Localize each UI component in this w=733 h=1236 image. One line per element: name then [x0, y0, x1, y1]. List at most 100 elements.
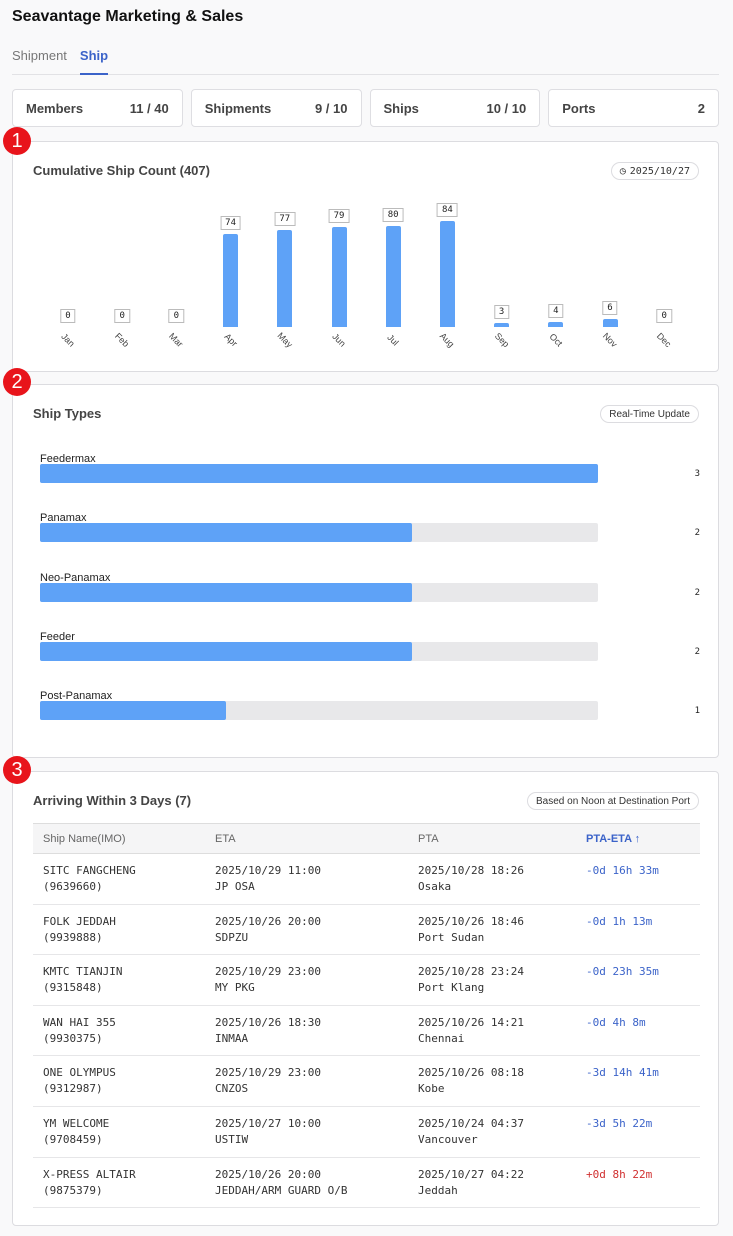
eta-cell: 2025/10/26 18:30 INMAA: [205, 1005, 408, 1057]
month-tick-label: Jul: [385, 332, 401, 348]
bar[interactable]: [385, 226, 401, 327]
eta-port: SDPZU: [215, 930, 249, 944]
table-row[interactable]: X-PRESS ALTAIR (9875379) 2025/10/26 20:00 J…: [33, 1157, 700, 1209]
pta-port: Kobe: [418, 1082, 445, 1096]
ship-type-row: Feeder 2: [40, 631, 700, 661]
bar-track: [40, 464, 598, 483]
ship-name: ONE OLYMPUS: [43, 1066, 116, 1080]
month-tick-label: Feb: [113, 330, 132, 350]
card-title: Ship Types: [33, 406, 102, 421]
month-tick-label: May: [275, 330, 295, 350]
tab-shipment[interactable]: Shipment: [12, 48, 67, 63]
bar[interactable]: [40, 701, 226, 721]
ship-cell: YM WELCOME (9708459): [33, 1106, 205, 1158]
eta-time: 2025/10/29 23:00: [215, 1066, 321, 1080]
ship-cell: WAN HAI 355 (9930375): [33, 1005, 205, 1057]
stat-value: 11 / 40: [129, 100, 169, 116]
stat-ports[interactable]: Ports 2: [548, 89, 719, 127]
bar[interactable]: [331, 227, 347, 327]
col-eta[interactable]: ETA: [205, 823, 408, 854]
bar[interactable]: [223, 233, 239, 327]
eta-cell: 2025/10/29 23:00 MY PKG: [205, 954, 408, 1006]
stat-value: 10 / 10: [486, 100, 527, 116]
ship-imo: (9315848): [43, 981, 103, 995]
arrivals-table: Ship Name(IMO) ETA PTA PTA-ETA ↑ SITC FA…: [33, 823, 700, 1209]
ship-cell: FOLK JEDDAH (9939888): [33, 904, 205, 956]
bar-track: [40, 641, 598, 661]
stat-value: 9 / 10: [314, 100, 348, 116]
data-label: 0: [168, 309, 185, 323]
data-label: 0: [656, 309, 672, 323]
clock-icon: ◷: [619, 165, 626, 177]
stat-label: Shipments: [204, 100, 272, 116]
annotation-marker: 2: [3, 368, 31, 396]
eta-time: 2025/10/26 20:00: [215, 1167, 321, 1181]
ship-imo: (9312987): [43, 1082, 103, 1096]
bar[interactable]: [602, 319, 618, 327]
bar-track: [40, 523, 598, 543]
bar[interactable]: [494, 323, 510, 327]
bar[interactable]: [40, 582, 412, 602]
eta-port: JEDDAH/ARM GUARD O/B: [215, 1183, 348, 1197]
data-label: 77: [274, 211, 296, 226]
ship-name: YM WELCOME: [43, 1116, 110, 1130]
arrivals-card: Arriving Within 3 Days (7) Based on Noon…: [12, 771, 719, 1226]
month-tick-label: Dec: [654, 330, 674, 350]
col-ship-name[interactable]: Ship Name(IMO): [33, 823, 205, 854]
stat-ships[interactable]: Ships 10 / 10: [369, 89, 541, 127]
pta-port: Osaka: [418, 880, 452, 893]
value-label: 3: [694, 469, 700, 479]
stat-members[interactable]: Members 11 / 40: [12, 89, 183, 127]
eta-port: JP OSA: [215, 880, 255, 893]
month-tick-label: Apr: [222, 331, 240, 349]
bar-track: [40, 701, 598, 721]
month-tick-label: Sep: [492, 330, 511, 350]
stat-shipments[interactable]: Shipments 9 / 10: [190, 89, 362, 127]
ship-name: X-PRESS ALTAIR: [43, 1167, 136, 1181]
ship-type-label: Panamax: [40, 512, 87, 525]
eta-cell: 2025/10/29 23:00 CNZOS: [205, 1055, 408, 1107]
pta-cell: 2025/10/28 18:26 Osaka: [408, 853, 576, 905]
ship-imo: (9708459): [43, 1132, 103, 1146]
month-tick-label: Oct: [547, 331, 565, 349]
bar[interactable]: [40, 523, 412, 543]
diff-cell: -0d 1h 13m: [576, 904, 700, 956]
ship-imo: (9875379): [43, 1183, 103, 1197]
col-pta-eta[interactable]: PTA-ETA ↑: [576, 823, 700, 854]
pta-cell: 2025/10/26 14:21 Chennai: [408, 1005, 576, 1057]
bar[interactable]: [548, 321, 564, 327]
ship-cell: ONE OLYMPUS (9312987): [33, 1055, 205, 1107]
bar[interactable]: [277, 229, 293, 327]
tab-ship[interactable]: Ship: [79, 46, 109, 75]
table-row[interactable]: KMTC TIANJIN (9315848) 2025/10/29 23:00 MY …: [33, 954, 700, 1006]
data-label: 80: [382, 208, 404, 223]
eta-port: CNZOS: [215, 1082, 249, 1096]
pta-cell: 2025/10/26 18:46 Port Sudan: [408, 904, 576, 956]
pta-port: Port Sudan: [418, 930, 485, 944]
diff-cell: -3d 5h 22m: [576, 1106, 700, 1158]
ship-type-row: Feedermax 3: [40, 453, 700, 483]
data-label: 74: [220, 215, 242, 230]
month-tick-label: Jan: [59, 331, 77, 349]
basis-badge: Based on Noon at Destination Port: [527, 792, 699, 810]
data-label: 6: [602, 301, 618, 316]
value-label: 1: [694, 706, 700, 717]
eta-time: 2025/10/27 10:00: [215, 1116, 321, 1130]
table-row[interactable]: FOLK JEDDAH (9939888) 2025/10/26 20:00 SDPZ…: [33, 904, 700, 956]
pta-port: Jeddah: [418, 1183, 458, 1197]
eta-cell: 2025/10/26 20:00 JEDDAH/ARM GUARD O/B: [205, 1157, 408, 1209]
pta-time: 2025/10/26 18:46: [418, 914, 524, 928]
table-row[interactable]: SITC FANGCHENG (9639660) 2025/10/29 11:00 J…: [33, 853, 700, 905]
stat-label: Ships: [383, 100, 419, 116]
bar[interactable]: [40, 464, 598, 483]
ship-type-label: Post-Panamax: [40, 690, 113, 703]
table-row[interactable]: YM WELCOME (9708459) 2025/10/27 10:00 USTIW…: [33, 1106, 700, 1158]
bar[interactable]: [439, 221, 455, 327]
col-pta[interactable]: PTA: [408, 823, 576, 854]
table-row[interactable]: WAN HAI 355 (9930375) 2025/10/26 18:30 INMA…: [33, 1005, 700, 1057]
bar[interactable]: [40, 641, 412, 661]
ship-type-row: Neo-Panamax 2: [40, 572, 700, 602]
table-row[interactable]: ONE OLYMPUS (9312987) 2025/10/29 23:00 CNZO…: [33, 1055, 700, 1107]
eta-time: 2025/10/29 23:00: [215, 965, 321, 979]
month-tick-label: Nov: [600, 330, 620, 350]
